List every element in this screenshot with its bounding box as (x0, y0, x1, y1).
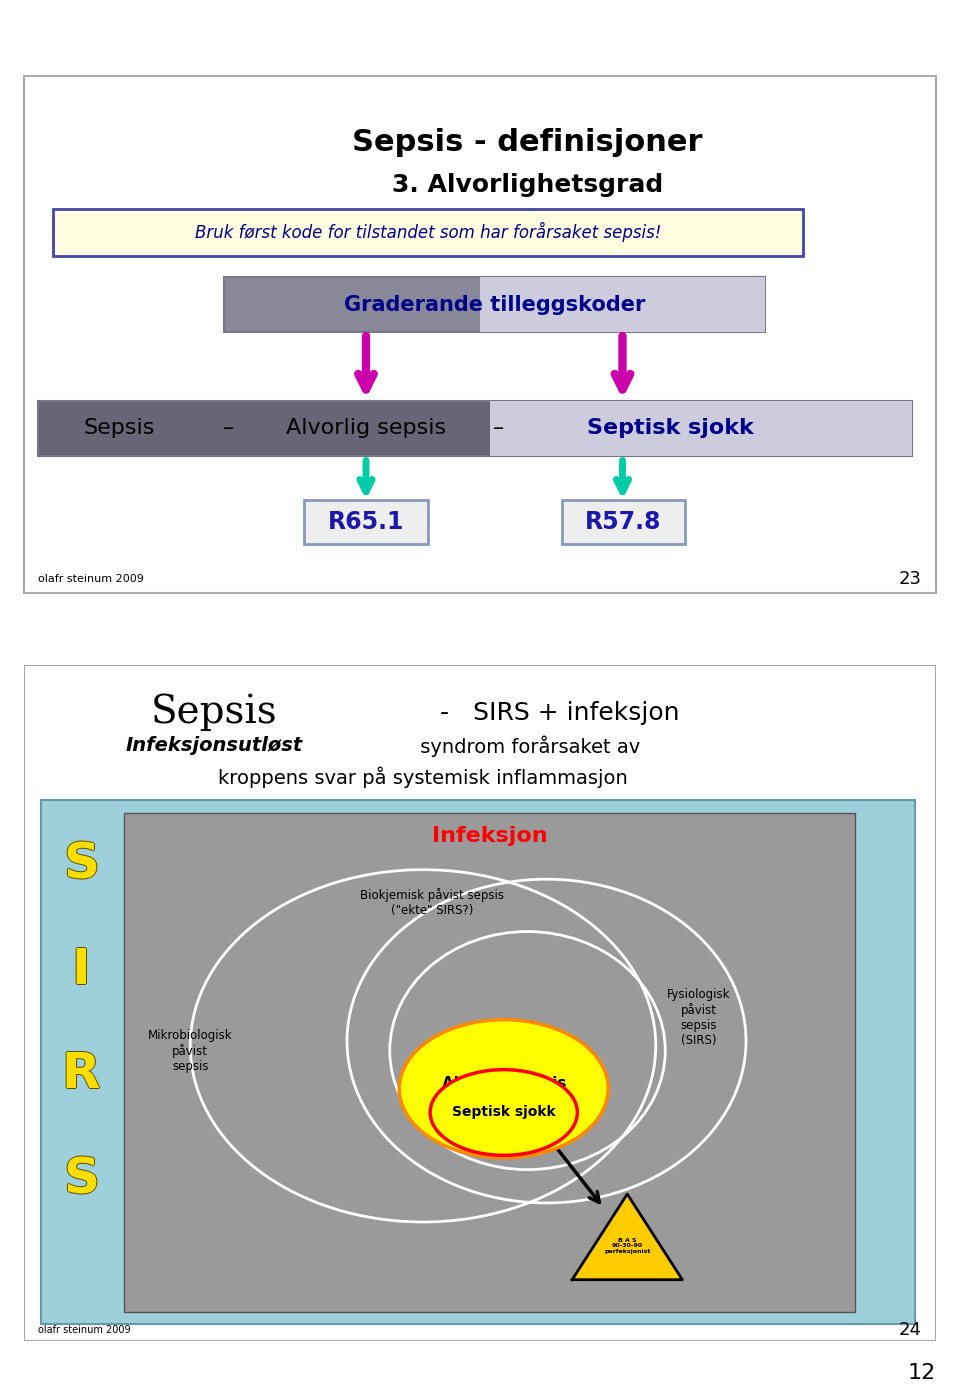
Text: S: S (64, 1156, 100, 1203)
Text: R: R (62, 1051, 101, 1098)
Text: R: R (61, 1050, 100, 1097)
Text: Sepsis: Sepsis (151, 694, 277, 732)
FancyBboxPatch shape (53, 209, 803, 256)
Text: I: I (73, 945, 91, 994)
Text: R65.1: R65.1 (327, 510, 404, 534)
Text: S: S (63, 842, 99, 889)
Text: olafr steinum 2009: olafr steinum 2009 (38, 574, 144, 584)
Text: S: S (63, 1156, 99, 1203)
Text: Alvorlig sepsis: Alvorlig sepsis (442, 1076, 566, 1092)
Ellipse shape (430, 1069, 577, 1156)
Text: Infeksjon: Infeksjon (432, 827, 547, 846)
Text: R57.8: R57.8 (586, 510, 661, 534)
FancyBboxPatch shape (490, 400, 912, 456)
Text: R: R (61, 1051, 100, 1100)
FancyBboxPatch shape (304, 500, 428, 544)
Text: Sepsis - definisjoner: Sepsis - definisjoner (352, 128, 703, 156)
Text: S: S (63, 841, 99, 888)
Text: -   SIRS + infeksjon: - SIRS + infeksjon (423, 701, 679, 725)
Text: I: I (72, 945, 90, 993)
FancyBboxPatch shape (562, 500, 685, 544)
FancyBboxPatch shape (124, 813, 855, 1313)
Text: I: I (72, 947, 90, 994)
FancyBboxPatch shape (41, 800, 915, 1324)
Text: Sepsis: Sepsis (84, 418, 155, 438)
FancyBboxPatch shape (224, 277, 765, 332)
Text: R: R (61, 1051, 100, 1098)
Text: S: S (63, 1156, 99, 1204)
Text: 24: 24 (899, 1320, 922, 1338)
Text: olafr steinum 2009: olafr steinum 2009 (38, 1324, 131, 1334)
FancyBboxPatch shape (480, 277, 765, 332)
Text: Septisk sjokk: Septisk sjokk (587, 418, 754, 438)
Text: kroppens svar på systemisk inflammasjon: kroppens svar på systemisk inflammasjon (218, 767, 628, 788)
Text: 23: 23 (899, 570, 922, 588)
Text: Graderande tilleggskoder: Graderande tilleggskoder (344, 294, 645, 315)
Text: Bruk først kode for tilstandet som har forårsaket sepsis!: Bruk først kode for tilstandet som har f… (195, 223, 660, 243)
Text: syndrom forårsaket av: syndrom forårsaket av (415, 735, 640, 757)
Text: S: S (64, 841, 100, 889)
Text: Alvorlig sepsis: Alvorlig sepsis (286, 418, 446, 438)
Text: S: S (63, 841, 99, 889)
Text: 3. Alvorlighetsgrad: 3. Alvorlighetsgrad (392, 173, 663, 197)
Text: R: R (60, 1051, 99, 1098)
Ellipse shape (399, 1019, 609, 1158)
Text: B A S
90-30-90
perfeksjonist: B A S 90-30-90 perfeksjonist (604, 1238, 651, 1255)
Polygon shape (572, 1195, 683, 1280)
FancyBboxPatch shape (24, 75, 936, 594)
Text: S: S (63, 1154, 99, 1202)
Text: I: I (72, 945, 90, 994)
Text: Septisk sjokk: Septisk sjokk (452, 1105, 556, 1119)
Text: S: S (62, 1156, 98, 1203)
Text: I: I (71, 945, 89, 994)
Text: –: – (223, 418, 234, 438)
Text: Infeksjonsutløst: Infeksjonsutløst (126, 736, 302, 756)
Text: Fysiologisk
påvist
sepsis
(SIRS): Fysiologisk påvist sepsis (SIRS) (667, 988, 731, 1047)
Text: Mikrobiologisk
påvist
sepsis: Mikrobiologisk påvist sepsis (148, 1029, 232, 1072)
Text: 12: 12 (908, 1363, 936, 1383)
FancyBboxPatch shape (38, 400, 912, 456)
FancyBboxPatch shape (24, 665, 936, 1341)
Text: –: – (493, 418, 505, 438)
Text: Biokjemisk påvist sepsis
("ekte" SIRS?): Biokjemisk påvist sepsis ("ekte" SIRS?) (361, 888, 505, 917)
Text: S: S (62, 841, 98, 889)
